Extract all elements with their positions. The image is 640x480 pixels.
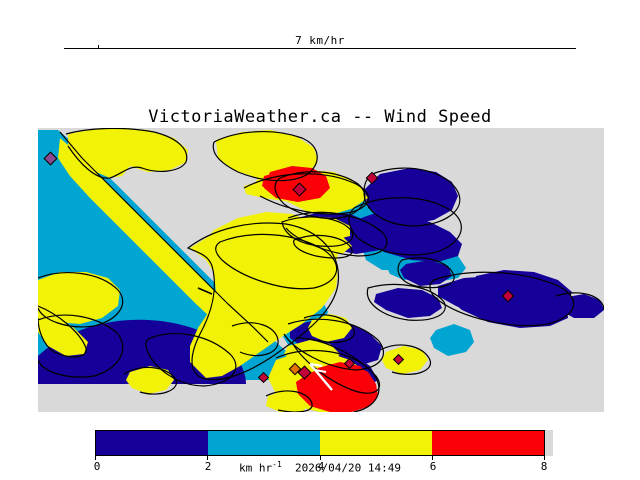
station-markers[interactable] — [43, 151, 515, 384]
station-marker[interactable] — [343, 357, 356, 370]
colorbar-segments — [95, 430, 545, 456]
colorbar-segment-4-6 — [320, 431, 432, 455]
colorbar-tick — [320, 456, 321, 460]
units-exponent: -1 — [272, 460, 282, 469]
timestamp-spacer — [282, 462, 295, 475]
station-marker[interactable] — [297, 365, 312, 380]
wind-barb — [197, 287, 333, 391]
colorbar-tick — [207, 456, 208, 460]
colorbar-overflow-block — [545, 430, 553, 456]
station-marker[interactable] — [392, 353, 405, 366]
station-marker[interactable] — [292, 182, 307, 197]
colorbar-tick — [544, 456, 545, 460]
wind-speed-contour-map[interactable] — [38, 128, 604, 412]
colorbar-tick-label: 2 — [204, 460, 212, 473]
reference-vector-tick — [98, 45, 99, 49]
map-panel[interactable] — [38, 128, 604, 412]
colorbar-tick-label: 8 — [540, 460, 548, 473]
station-marker[interactable] — [501, 289, 515, 303]
coastlines — [38, 128, 604, 412]
colorbar-tick-label: 6 — [429, 460, 437, 473]
colorbar-tick — [432, 456, 433, 460]
station-marker[interactable] — [365, 171, 379, 185]
colorbar-segment-0-2 — [96, 431, 208, 455]
colorbar: 0 2 4 6 8 — [94, 430, 553, 473]
station-marker[interactable] — [257, 371, 270, 384]
shade-band-6-8 — [262, 166, 378, 412]
colorbar-tick — [95, 456, 96, 460]
units-text: km hr — [239, 461, 273, 475]
colorbar-units-and-timestamp: km hr-1 2026/04/20 14:49 — [0, 460, 640, 475]
colorbar-segment-2-4 — [208, 431, 320, 455]
page-title: VictoriaWeather.ca -- Wind Speed — [148, 107, 492, 127]
reference-vector-line — [64, 48, 576, 49]
timestamp: 2026/04/20 14:49 — [295, 461, 401, 475]
colorbar-tick-label: 4 — [317, 460, 325, 473]
station-marker[interactable] — [288, 362, 302, 376]
colorbar-segment-6-8 — [432, 431, 544, 455]
station-marker[interactable] — [43, 151, 58, 166]
reference-vector-label: 7 km/hr — [295, 34, 345, 47]
colorbar-tick-label: 0 — [93, 460, 101, 473]
